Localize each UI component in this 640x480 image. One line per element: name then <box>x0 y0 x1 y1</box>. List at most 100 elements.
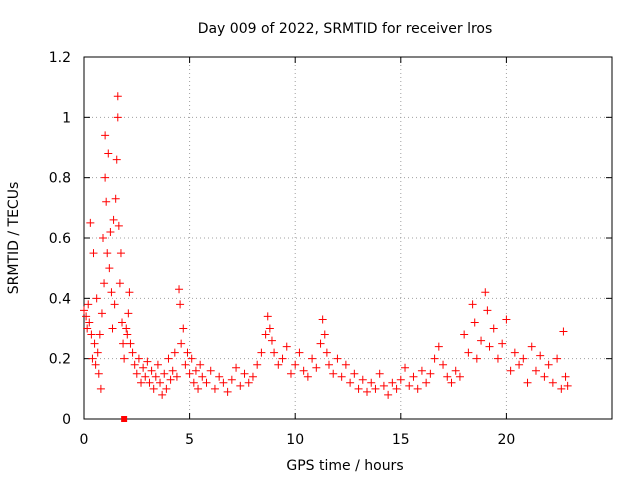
chart-title: Day 009 of 2022, SRMTID for receiver lro… <box>198 21 493 37</box>
data-point <box>320 330 329 339</box>
data-point <box>179 324 188 333</box>
data-point <box>168 366 177 375</box>
data-point <box>80 306 88 315</box>
data-point <box>396 375 405 384</box>
data-point <box>324 360 333 369</box>
x-axis-label: GPS time / hours <box>286 458 403 474</box>
data-point <box>132 369 141 378</box>
data-point <box>417 366 426 375</box>
data-point <box>559 327 568 336</box>
data-point <box>303 372 312 381</box>
data-point <box>443 372 452 381</box>
data-point <box>101 173 110 182</box>
data-point <box>493 354 502 363</box>
data-point <box>333 354 342 363</box>
data-point <box>354 384 363 393</box>
data-point <box>498 339 507 348</box>
data-point <box>106 227 115 236</box>
data-point <box>341 360 350 369</box>
data-point <box>125 288 134 297</box>
data-point <box>375 369 384 378</box>
data-point <box>422 378 431 387</box>
data-point <box>291 360 300 369</box>
x-tick-label: 15 <box>392 432 410 448</box>
x-tick-label: 10 <box>286 432 304 448</box>
data-point <box>278 354 287 363</box>
data-point <box>563 381 572 390</box>
data-point <box>510 348 519 357</box>
data-point <box>181 360 190 369</box>
data-point <box>198 372 207 381</box>
data-point <box>141 372 150 381</box>
data-point <box>149 384 158 393</box>
data-point <box>153 360 162 369</box>
data-point <box>158 390 167 399</box>
data-point <box>160 369 169 378</box>
data-point <box>460 330 469 339</box>
data-point <box>96 384 105 393</box>
data-point <box>316 339 325 348</box>
data-point <box>115 279 124 288</box>
data-point <box>93 348 102 357</box>
data-point <box>130 360 139 369</box>
data-point <box>102 197 111 206</box>
data-point <box>540 372 549 381</box>
data-point <box>172 372 181 381</box>
y-axis-label: SRMTID / TECUs <box>6 182 22 295</box>
y-tick-label: 0.2 <box>49 352 71 368</box>
data-point <box>223 387 232 396</box>
data-point <box>263 312 272 321</box>
data-point <box>114 221 123 230</box>
y-tick-label: 0 <box>62 412 71 428</box>
data-point <box>322 348 331 357</box>
data-point <box>215 372 224 381</box>
data-point <box>405 381 414 390</box>
data-point <box>430 354 439 363</box>
data-point <box>175 285 184 294</box>
data-point <box>210 384 219 393</box>
data-point <box>350 369 359 378</box>
data-point <box>527 342 536 351</box>
data-point <box>164 354 173 363</box>
data-point <box>318 315 327 324</box>
data-point <box>265 324 274 333</box>
data-point <box>267 336 276 345</box>
data-point <box>439 360 448 369</box>
data-point <box>95 330 104 339</box>
data-point <box>282 342 291 351</box>
data-point <box>434 342 443 351</box>
data-point <box>185 369 194 378</box>
data-point <box>346 378 355 387</box>
grid-lines <box>84 57 612 419</box>
data-point <box>426 369 435 378</box>
data-point <box>379 381 388 390</box>
data-point <box>392 384 401 393</box>
data-point <box>111 194 120 203</box>
data-point <box>468 300 477 309</box>
data-point <box>227 375 236 384</box>
data-point <box>120 354 129 363</box>
x-tick-label: 5 <box>185 432 194 448</box>
data-point <box>105 264 114 273</box>
y-tick-label: 1.2 <box>49 50 71 66</box>
data-point <box>118 318 127 327</box>
data-point <box>89 249 98 258</box>
data-point <box>506 366 515 375</box>
data-point <box>308 354 317 363</box>
data-point <box>206 366 215 375</box>
data-point <box>119 339 128 348</box>
data-point <box>447 378 456 387</box>
data-point <box>162 384 171 393</box>
data-point <box>113 92 122 101</box>
data-point <box>299 366 308 375</box>
data-point <box>489 324 498 333</box>
data-point <box>464 348 473 357</box>
data-point <box>85 318 94 327</box>
data-point <box>483 306 492 315</box>
data-point <box>544 360 553 369</box>
data-point <box>183 348 192 357</box>
data-point <box>548 378 557 387</box>
data-point <box>187 354 196 363</box>
data-point <box>536 351 545 360</box>
y-tick-label: 0.6 <box>49 231 71 247</box>
